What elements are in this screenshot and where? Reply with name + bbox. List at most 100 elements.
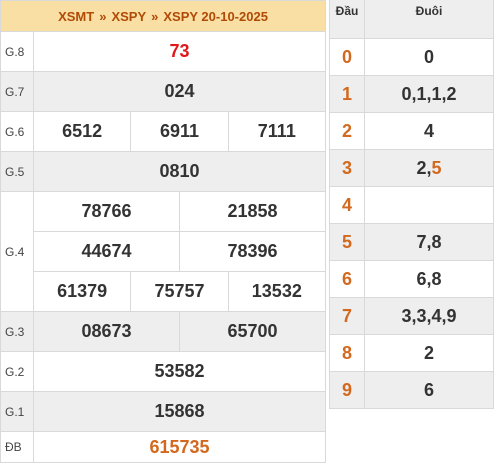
prize-number: 7111	[227, 112, 325, 151]
loto-tail-text: 3,3,4,9	[401, 305, 457, 326]
prize-number: 0810	[159, 161, 200, 181]
prize-label: G.7	[1, 72, 34, 111]
loto-tail-text: 0	[423, 46, 434, 67]
xsmt-link[interactable]: XSMT	[58, 8, 95, 24]
prize-number: 78396	[179, 232, 325, 271]
loto-head: 1	[330, 76, 365, 112]
loto-tail: 2, 5	[365, 150, 493, 186]
number-line: 15868	[34, 392, 325, 431]
loto-head: 3	[330, 150, 365, 186]
loto-head: 2	[330, 113, 365, 149]
loto-tail: 6,8	[365, 261, 493, 297]
loto-rows: 0 0 1 0,1,1,2 2 4 3 2, 5 4 5 7,8 6 6,8 7 3,3,4,9 8 2 9 6	[330, 39, 493, 409]
prize-number: 13532	[227, 272, 325, 311]
prize-row: G.5 0810	[0, 152, 326, 192]
number-line: 73	[34, 32, 325, 71]
prize-number: 615735	[149, 436, 210, 457]
number-line: 61379 75757 13532	[34, 271, 325, 311]
loto-tail-text: 2,	[416, 157, 432, 178]
loto-row: 6 6,8	[330, 261, 493, 298]
prize-numbers: 08673 65700	[34, 312, 326, 351]
prize-row: G.8 73	[0, 32, 326, 72]
prize-numbers: 024	[34, 72, 326, 111]
prize-rows: G.8 73 G.7 024 G.6 6512 6911 7111 G.5 0810 G.4 7876…	[0, 32, 326, 463]
prize-row: G.7 024	[0, 72, 326, 112]
breadcrumb-separator: »	[151, 8, 159, 24]
prize-number: 6911	[130, 112, 227, 151]
prize-label: G.3	[1, 312, 34, 351]
loto-row: 1 0,1,1,2	[330, 76, 493, 113]
prize-label: G.6	[1, 112, 34, 151]
prize-number: 21858	[179, 192, 325, 231]
number-line: 08673 65700	[34, 312, 325, 351]
head-column-label: Đầu	[330, 0, 365, 38]
prize-label: G.4	[1, 192, 34, 311]
loto-tail-text: 2	[423, 342, 434, 363]
prize-number: 44674	[81, 241, 132, 261]
number-line: 615735	[34, 432, 325, 462]
loto-row: 3 2, 5	[330, 150, 493, 187]
prize-row: G.6 6512 6911 7111	[0, 112, 326, 152]
prize-number: 73	[169, 41, 190, 61]
prize-label: G.2	[1, 352, 34, 391]
loto-row: 7 3,3,4,9	[330, 298, 493, 335]
loto-tail: 2	[365, 335, 493, 371]
loto-tail: 3,3,4,9	[365, 298, 493, 334]
number-line: 6512 6911 7111	[34, 112, 325, 151]
loto-tail: 4	[365, 113, 493, 149]
prize-number: 75757	[130, 272, 227, 311]
prize-number: 65700	[179, 312, 325, 351]
xspy-link[interactable]: XSPY	[111, 8, 147, 24]
results-table: XSMT » XSPY » XSPY 20-10-2025 G.8 73 G.7 02…	[0, 0, 326, 463]
prize-label: G.5	[1, 152, 34, 191]
loto-head: 5	[330, 224, 365, 260]
prize-label: ĐB	[1, 432, 34, 462]
prize-number: 024	[164, 81, 195, 101]
prize-number: 78766	[81, 201, 132, 221]
loto-tail-text: 6	[423, 379, 434, 400]
loto-tail-text: 0,1,1,2	[401, 83, 457, 104]
prize-row: ĐB 615735	[0, 432, 326, 463]
loto-row: 5 7,8	[330, 224, 493, 261]
breadcrumb-separator: »	[99, 8, 107, 24]
prize-label: G.8	[1, 32, 34, 71]
prize-number: 08673	[81, 321, 132, 341]
prize-label: G.1	[1, 392, 34, 431]
loto-tail-text: 4	[423, 120, 434, 141]
number-line: 78766 21858	[34, 192, 325, 231]
loto-head: 8	[330, 335, 365, 371]
prize-row: G.4 78766 21858 44674 78396 61379 75757 13532	[0, 192, 326, 312]
number-line: 44674 78396	[34, 231, 325, 271]
number-line: 0810	[34, 152, 325, 191]
loto-table: Đầu Đuôi 0 0 1 0,1,1,2 2 4 3 2, 5 4 5 7,8 6 6,8 7 3,3,4…	[329, 0, 494, 409]
loto-head: 9	[330, 372, 365, 408]
loto-tail	[365, 187, 493, 223]
loto-row: 4	[330, 187, 493, 224]
prize-number: 61379	[57, 281, 108, 301]
loto-tail: 0,1,1,2	[365, 76, 493, 112]
xspy-date-link[interactable]: XSPY 20-10-2025	[163, 8, 268, 24]
number-line: 024	[34, 72, 325, 111]
loto-head: 7	[330, 298, 365, 334]
prize-row: G.2 53582	[0, 352, 326, 392]
prize-row: G.1 15868	[0, 392, 326, 432]
loto-head: 4	[330, 187, 365, 223]
prize-numbers: 53582	[34, 352, 326, 391]
prize-number: 53582	[154, 361, 205, 381]
results-header: XSMT » XSPY » XSPY 20-10-2025	[0, 0, 326, 32]
prize-numbers: 73	[34, 32, 326, 71]
loto-head: 6	[330, 261, 365, 297]
prize-numbers: 615735	[34, 432, 326, 462]
loto-tail: 0	[365, 39, 493, 75]
prize-number: 15868	[154, 401, 205, 421]
loto-tail: 6	[365, 372, 493, 408]
prize-numbers: 78766 21858 44674 78396 61379 75757 13532	[34, 192, 326, 311]
prize-row: G.3 08673 65700	[0, 312, 326, 352]
prize-numbers: 0810	[34, 152, 326, 191]
tail-column-label: Đuôi	[415, 4, 443, 18]
loto-tail: 7,8	[365, 224, 493, 260]
